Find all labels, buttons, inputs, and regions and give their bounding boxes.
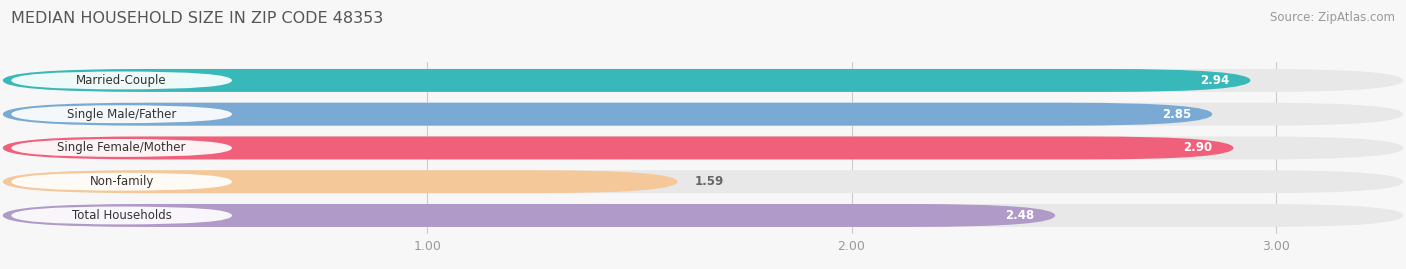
Text: 2.48: 2.48 [1005, 209, 1033, 222]
FancyBboxPatch shape [3, 69, 1250, 92]
Text: Single Female/Mother: Single Female/Mother [58, 141, 186, 154]
Text: 1.59: 1.59 [695, 175, 724, 188]
Text: Non-family: Non-family [90, 175, 153, 188]
Text: MEDIAN HOUSEHOLD SIZE IN ZIP CODE 48353: MEDIAN HOUSEHOLD SIZE IN ZIP CODE 48353 [11, 11, 384, 26]
Text: Married-Couple: Married-Couple [76, 74, 167, 87]
FancyBboxPatch shape [11, 105, 232, 123]
FancyBboxPatch shape [3, 170, 1403, 193]
Text: 2.90: 2.90 [1182, 141, 1212, 154]
FancyBboxPatch shape [3, 69, 1403, 92]
FancyBboxPatch shape [11, 72, 232, 89]
Text: Total Households: Total Households [72, 209, 172, 222]
FancyBboxPatch shape [3, 170, 678, 193]
Text: 2.94: 2.94 [1199, 74, 1229, 87]
FancyBboxPatch shape [11, 173, 232, 191]
FancyBboxPatch shape [3, 136, 1233, 160]
Text: Single Male/Father: Single Male/Father [67, 108, 176, 121]
FancyBboxPatch shape [3, 204, 1056, 227]
FancyBboxPatch shape [11, 207, 232, 224]
FancyBboxPatch shape [3, 136, 1403, 160]
Text: Source: ZipAtlas.com: Source: ZipAtlas.com [1270, 11, 1395, 24]
FancyBboxPatch shape [11, 139, 232, 157]
Text: 2.85: 2.85 [1161, 108, 1191, 121]
FancyBboxPatch shape [3, 204, 1403, 227]
FancyBboxPatch shape [3, 103, 1403, 126]
FancyBboxPatch shape [3, 103, 1212, 126]
